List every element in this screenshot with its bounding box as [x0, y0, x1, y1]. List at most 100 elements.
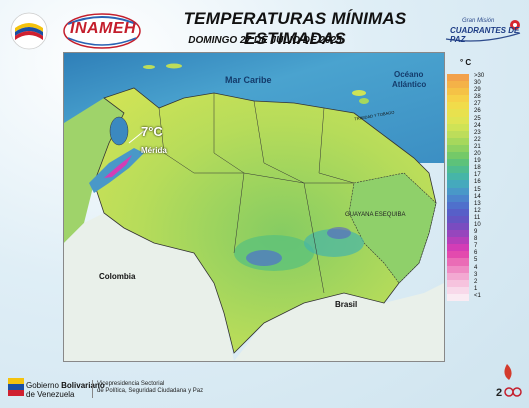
- temperature-map: [63, 52, 445, 362]
- merida-label: Mérida: [141, 146, 167, 155]
- cold-zone-east: [327, 227, 351, 239]
- lake-maracaibo: [109, 116, 129, 146]
- legend-label: 3: [474, 271, 478, 278]
- legend-item: 4: [447, 264, 483, 273]
- legend-label: 27: [474, 101, 481, 108]
- legend-item: 7: [447, 243, 483, 252]
- legend-swatch: [447, 166, 469, 174]
- legend-swatch: [447, 74, 469, 82]
- legend-label: 18: [474, 165, 481, 172]
- mar-caribe-label: Mar Caribe: [225, 75, 272, 85]
- legend-label: 20: [474, 151, 481, 158]
- gobierno-bolivariano-logo: [8, 378, 24, 396]
- min-temp-annotation: 7°C: [141, 124, 163, 139]
- inameh-wordmark: INAMEH: [70, 20, 137, 37]
- legend-swatch: [447, 102, 469, 110]
- legend-item: 20: [447, 151, 483, 160]
- legend-swatch: [447, 180, 469, 188]
- legend-swatch: [447, 286, 469, 294]
- legend-swatch: [447, 187, 469, 195]
- gmcp-big-text: CUADRANTES DE PAZ: [450, 26, 520, 44]
- annotation-leader: [128, 130, 145, 144]
- legend-swatch: [447, 109, 469, 117]
- legend-label: 8: [474, 236, 478, 243]
- legend-swatch: [447, 222, 469, 231]
- trinidad-island: [359, 98, 369, 104]
- legend-item: 12: [447, 208, 483, 216]
- brasil-outside: [234, 283, 444, 361]
- legend-label: 4: [474, 264, 478, 271]
- legend-label: 10: [474, 221, 481, 228]
- legend-item: 10: [447, 221, 483, 231]
- colombia-land: [64, 98, 124, 243]
- legend-label: 24: [474, 122, 481, 129]
- legend-item: 11: [447, 214, 483, 223]
- legend-label: 28: [474, 94, 481, 101]
- legend-item: 22: [447, 136, 483, 145]
- vicepresidencia-text: Vicepresidencia Sectorial de Política, S…: [97, 381, 204, 394]
- legend-label: <1: [474, 292, 481, 299]
- legend-item: 18: [447, 165, 483, 174]
- legend-item: 15: [447, 187, 483, 195]
- legend-label: 25: [474, 115, 481, 122]
- legend-item: 16: [447, 179, 483, 188]
- legend-swatch: [447, 272, 469, 280]
- legend-label: 13: [474, 200, 481, 207]
- brasil-label: Brasil: [335, 300, 358, 309]
- legend-item: 24: [447, 122, 483, 131]
- legend-label: 22: [474, 136, 481, 143]
- venezuela-emblem-logo: [10, 12, 48, 50]
- guayana-esequiba-label: GUAYANA ESEQUIBA: [345, 212, 406, 218]
- legend-label: 19: [474, 158, 481, 165]
- legend-item: 17: [447, 172, 483, 181]
- legend-item: 6: [447, 250, 483, 259]
- temperature-legend: >30 30 29 28 27 26 25 24 23 22 21 20 19 18 17 16 15 14 13 1…: [447, 73, 484, 301]
- legend-label: 2: [474, 278, 478, 285]
- legend-item: 28: [447, 94, 483, 103]
- colombia-south-outside: [64, 213, 234, 361]
- map-canvas: [64, 53, 444, 361]
- legend-swatch: [447, 130, 469, 138]
- legend-swatch: [447, 237, 469, 245]
- page-title: TEMPERATURAS MÍNIMAS ESTIMADAS: [183, 9, 407, 48]
- legend-item: 23: [447, 130, 483, 138]
- cuadrantes-de-paz-logo: [445, 20, 521, 42]
- legend-label: 6: [474, 250, 478, 257]
- legend-label: 1: [474, 285, 478, 292]
- oceano-label-line1: Océano: [394, 70, 424, 79]
- cold-zone-south: [246, 250, 282, 266]
- legend-item: 14: [447, 194, 483, 202]
- legend-item: <1: [447, 292, 483, 301]
- legend-item: 8: [447, 236, 483, 245]
- legend-swatch: [447, 258, 469, 266]
- svg-text:2: 2: [496, 387, 502, 399]
- legend-item: 2: [447, 278, 483, 287]
- legend-swatch: [447, 293, 469, 301]
- legend-item: 3: [447, 271, 483, 280]
- legend-label: 21: [474, 143, 481, 150]
- legend-swatch: [447, 265, 469, 273]
- legend-item: 26: [447, 108, 483, 117]
- legend-swatch: [447, 95, 469, 103]
- guayana-esequiba-region: [348, 172, 437, 284]
- legend-label: 11: [474, 214, 481, 221]
- legend-label: 5: [474, 257, 478, 264]
- legend-swatch: [447, 251, 469, 259]
- legend-swatch: [447, 208, 469, 216]
- legend-swatch: [447, 201, 469, 209]
- legend-label: 30: [474, 80, 481, 87]
- legend-item: >30: [447, 73, 484, 82]
- gobierno-line2: de Venezuela: [26, 390, 75, 399]
- merida-cold-spot: [104, 155, 132, 178]
- inameh-logo: [63, 13, 141, 49]
- legend-swatch: [447, 159, 469, 167]
- legend-swatch: [447, 194, 469, 202]
- legend-item: 5: [447, 257, 483, 266]
- legend-item: 1: [447, 285, 483, 294]
- legend-swatch: [447, 144, 469, 153]
- legend-item: 19: [447, 158, 483, 167]
- legend-item: 13: [447, 200, 483, 209]
- legend-unit: ° C: [460, 58, 472, 67]
- legend-swatch: [447, 279, 469, 287]
- legend-label: 29: [474, 87, 481, 94]
